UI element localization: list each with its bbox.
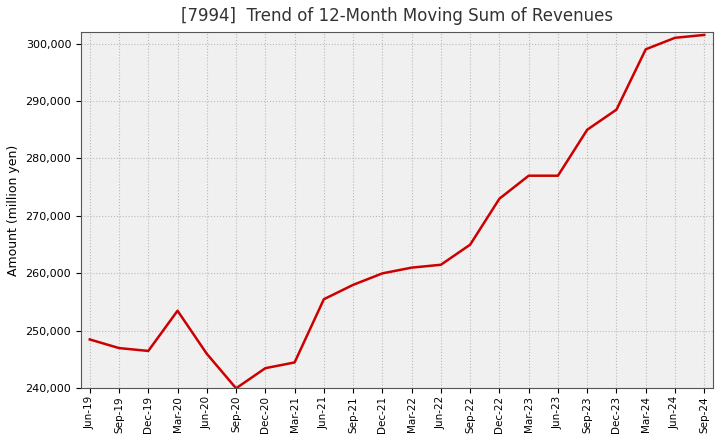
Title: [7994]  Trend of 12-Month Moving Sum of Revenues: [7994] Trend of 12-Month Moving Sum of R… — [181, 7, 613, 25]
Y-axis label: Amount (million yen): Amount (million yen) — [7, 145, 20, 276]
